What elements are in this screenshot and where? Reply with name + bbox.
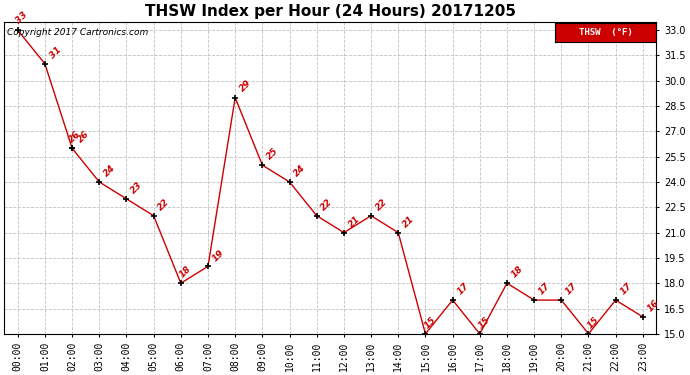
Text: 17: 17 <box>618 282 633 297</box>
Text: 22: 22 <box>319 197 335 212</box>
Text: 17: 17 <box>564 282 579 297</box>
Text: 22: 22 <box>374 197 389 212</box>
Text: 29: 29 <box>238 78 253 93</box>
Text: 23: 23 <box>129 180 144 195</box>
Text: 33: 33 <box>14 10 29 25</box>
Text: 22: 22 <box>157 197 172 212</box>
Text: 31: 31 <box>48 45 63 60</box>
Text: Copyright 2017 Cartronics.com: Copyright 2017 Cartronics.com <box>8 28 148 37</box>
Text: 15: 15 <box>586 315 601 330</box>
Text: 26: 26 <box>67 129 82 144</box>
Text: 18: 18 <box>178 265 193 280</box>
Text: 21: 21 <box>401 214 416 229</box>
Text: 15: 15 <box>477 315 492 330</box>
Text: 16: 16 <box>646 298 661 314</box>
Text: 21: 21 <box>346 214 362 229</box>
Title: THSW Index per Hour (24 Hours) 20171205: THSW Index per Hour (24 Hours) 20171205 <box>145 4 516 19</box>
Text: 25: 25 <box>265 147 280 162</box>
Text: 17: 17 <box>455 282 471 297</box>
Text: 17: 17 <box>537 282 552 297</box>
Text: 26: 26 <box>76 129 91 144</box>
Text: 15: 15 <box>423 315 438 330</box>
Text: 24: 24 <box>102 164 117 178</box>
Text: 18: 18 <box>510 264 525 279</box>
Text: 24: 24 <box>293 164 308 178</box>
Text: 19: 19 <box>210 248 226 263</box>
